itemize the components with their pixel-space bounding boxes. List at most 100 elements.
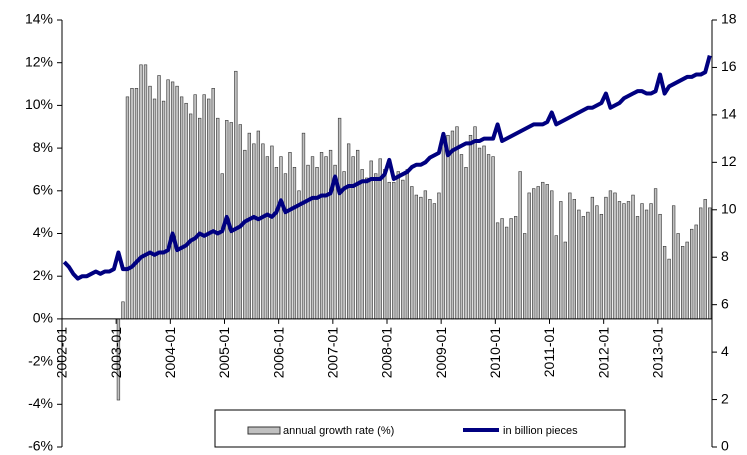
y2-tick-label: 12	[721, 153, 737, 169]
bar	[148, 85, 152, 320]
bar	[229, 122, 233, 320]
bar	[662, 246, 667, 320]
bar	[685, 241, 689, 320]
bar	[586, 211, 590, 320]
bar	[671, 205, 676, 320]
bar	[681, 246, 685, 320]
bar	[513, 216, 518, 320]
bar	[328, 149, 333, 320]
bar	[252, 143, 256, 320]
legend-label: annual growth rate (%)	[283, 425, 394, 437]
bar	[626, 201, 631, 320]
bar	[152, 98, 157, 320]
x-tick-label: 2010-01	[487, 327, 503, 379]
bar	[365, 177, 369, 320]
bar	[198, 117, 202, 320]
bar	[315, 167, 319, 320]
bar	[635, 216, 640, 320]
bar	[658, 213, 662, 320]
bar	[577, 209, 581, 320]
bar	[405, 169, 409, 320]
bar	[396, 171, 400, 320]
bar	[319, 152, 324, 320]
bar	[346, 143, 351, 320]
bar	[166, 79, 170, 320]
bar	[581, 216, 586, 320]
bar	[261, 143, 265, 320]
bar	[378, 158, 382, 320]
bar	[459, 154, 464, 320]
bar	[121, 301, 125, 320]
bar	[667, 258, 671, 320]
bar	[256, 130, 261, 320]
bar	[401, 179, 405, 320]
bar	[283, 173, 288, 320]
y-tick-label: 0%	[33, 310, 53, 326]
bar	[216, 117, 220, 320]
bar	[640, 203, 644, 320]
bar	[265, 156, 270, 320]
bar	[699, 207, 703, 320]
bar	[234, 70, 238, 320]
bar	[604, 196, 608, 320]
y-tick-label: 4%	[33, 224, 53, 240]
y2-tick-label: 6	[721, 295, 729, 311]
bar	[477, 147, 482, 320]
line	[62, 55, 712, 281]
legend-swatch	[247, 426, 281, 435]
bar	[554, 235, 558, 320]
bar	[423, 190, 428, 320]
bar	[143, 64, 148, 320]
bar	[157, 75, 161, 320]
bar	[333, 164, 337, 320]
bar	[608, 190, 613, 320]
bar	[193, 94, 197, 320]
bar	[220, 173, 224, 320]
bar	[279, 156, 283, 320]
x-tick-label: 2002-01	[54, 327, 70, 379]
bar	[161, 100, 166, 320]
bar	[450, 130, 455, 320]
bar	[202, 94, 206, 320]
bar	[541, 181, 545, 320]
bar	[297, 190, 301, 320]
bar	[446, 134, 450, 320]
bar	[342, 171, 346, 320]
legend-box	[214, 409, 626, 448]
bar	[437, 192, 441, 320]
legend-label: in billion pieces	[503, 425, 578, 437]
x-tick-label: 2003-01	[108, 327, 124, 379]
bar	[374, 173, 378, 320]
bar	[387, 181, 391, 320]
bar	[207, 98, 211, 320]
bar	[324, 156, 328, 320]
y2-tick-label: 8	[721, 248, 729, 264]
bar	[631, 194, 635, 320]
bar	[568, 192, 572, 320]
bar	[482, 145, 486, 320]
bar	[188, 113, 193, 320]
bar	[518, 171, 522, 320]
bar	[617, 201, 622, 320]
bar	[532, 188, 536, 320]
bar	[590, 196, 595, 320]
bar	[432, 203, 437, 320]
bar	[509, 218, 513, 320]
bar	[613, 192, 617, 320]
bar	[301, 132, 306, 320]
bar	[139, 64, 143, 320]
y-tick-label: 6%	[33, 182, 53, 198]
y-tick-label: 2%	[33, 267, 53, 283]
bar	[708, 207, 712, 320]
bar	[351, 156, 355, 320]
bar	[360, 169, 364, 320]
bar	[419, 196, 423, 320]
y-tick-label: 8%	[33, 139, 53, 155]
y2-tick-label: 14	[721, 106, 737, 122]
bar	[572, 199, 576, 320]
y-tick-label: -4%	[28, 395, 53, 411]
x-tick-label: 2006-01	[270, 327, 286, 379]
y2-tick-label: 2	[721, 390, 729, 406]
bar	[504, 226, 509, 320]
bar	[676, 233, 680, 320]
